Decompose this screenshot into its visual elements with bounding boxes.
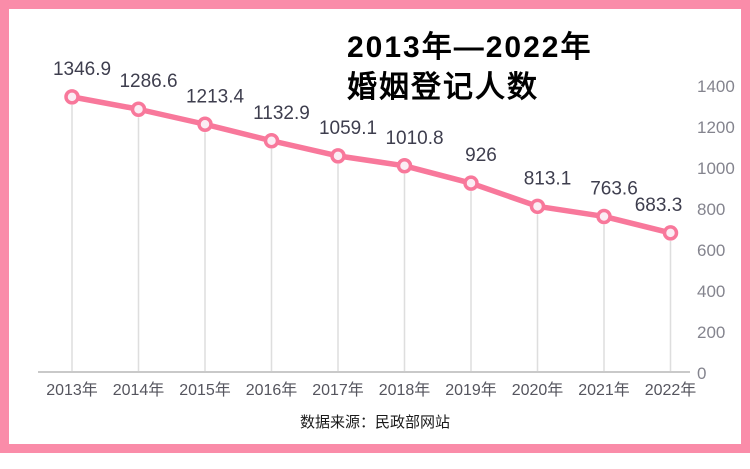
data-source: 数据来源：民政部网站: [299, 414, 450, 431]
x-tick-label: 2015年: [179, 381, 231, 399]
x-tick-label: 2017年: [312, 381, 364, 399]
data-point-marker: [396, 158, 413, 174]
x-tick-label: 2013年: [46, 381, 98, 399]
y-tick-label: 1400: [697, 77, 735, 96]
data-point-label: 1286.6: [119, 71, 177, 92]
data-point-label: 926: [465, 145, 497, 166]
y-tick-label: 0: [697, 364, 706, 383]
x-tick-label: 2018年: [379, 381, 431, 399]
y-tick-label: 1000: [697, 159, 735, 178]
data-point-label: 1346.9: [53, 59, 111, 80]
y-tick-label: 400: [697, 282, 725, 301]
x-tick-label: 2022年: [645, 381, 697, 399]
x-tick-label: 2020年: [512, 381, 564, 399]
data-point-marker: [529, 198, 546, 215]
trend-line: [69, 94, 674, 236]
data-point-marker: [662, 225, 679, 241]
data-point-marker: [263, 133, 280, 149]
x-tick-label: 2016年: [246, 381, 298, 399]
data-point-label: 683.3: [635, 195, 683, 216]
y-tick-label: 800: [697, 200, 725, 219]
data-point-marker: [463, 175, 479, 191]
y-tick-label: 1200: [697, 118, 735, 137]
x-tick-label: 2014年: [113, 381, 165, 399]
data-point-marker: [64, 89, 80, 105]
data-point-label: 1010.8: [385, 128, 443, 149]
line-chart: 1346.9 1286.6 1213.4 1132.9 1059.1 1010.8 926 8…: [38, 59, 735, 399]
x-tick-label: 2019年: [445, 381, 497, 399]
data-point-label: 813.1: [524, 168, 572, 189]
data-point-label: 1059.1: [319, 118, 377, 139]
chart-title: 2013年—2022年 婚姻登记人数: [347, 31, 593, 104]
data-point-marker: [330, 148, 346, 164]
data-point-marker: [130, 101, 147, 117]
data-point-label: 1213.4: [186, 86, 245, 107]
data-point-marker: [197, 116, 213, 133]
x-tick-label: 2021年: [578, 381, 630, 399]
y-tick-label: 200: [697, 323, 725, 342]
y-tick-label: 600: [697, 241, 725, 260]
data-point-label: 763.6: [590, 178, 638, 199]
data-point-marker: [596, 208, 612, 225]
data-point-label: 1132.9: [253, 103, 310, 124]
